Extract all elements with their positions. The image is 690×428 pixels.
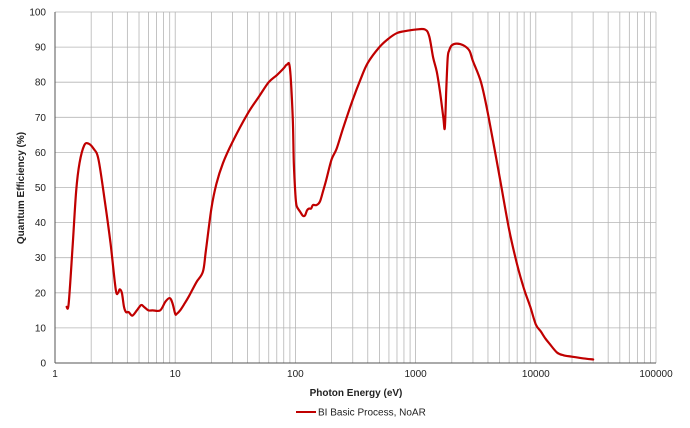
x-tick-label: 10000 — [522, 369, 550, 380]
y-tick-label: 50 — [35, 183, 47, 194]
y-tick-label: 10 — [35, 323, 47, 334]
y-tick-label: 70 — [35, 113, 47, 124]
y-tick-label: 30 — [35, 253, 47, 264]
x-tick-label: 100 — [287, 369, 304, 380]
x-tick-label: 1000 — [404, 369, 427, 380]
legend-label: BI Basic Process, NoAR — [318, 408, 426, 419]
legend: BI Basic Process, NoAR — [296, 408, 426, 419]
y-axis-title: Quantum Efficiency (%) — [16, 132, 27, 244]
x-tick-label: 10 — [170, 369, 182, 380]
x-tick-labels: 1 10 100 1000 10000 100000 — [52, 369, 673, 380]
y-tick-label: 100 — [29, 8, 46, 19]
y-tick-label: 80 — [35, 78, 47, 89]
x-axis-title: Photon Energy (eV) — [310, 388, 403, 399]
x-tick-label: 1 — [52, 369, 58, 380]
y-tick-label: 0 — [40, 359, 46, 370]
y-tick-label: 40 — [35, 218, 47, 229]
x-tick-label: 100000 — [639, 369, 673, 380]
series-group — [65, 27, 595, 361]
y-tick-label: 60 — [35, 148, 47, 159]
series-line — [65, 27, 595, 361]
y-tick-labels: 0 10 20 30 40 50 60 70 80 90 100 — [29, 8, 46, 370]
y-tick-label: 90 — [35, 43, 47, 54]
y-tick-label: 20 — [35, 288, 47, 299]
axes — [54, 12, 656, 364]
